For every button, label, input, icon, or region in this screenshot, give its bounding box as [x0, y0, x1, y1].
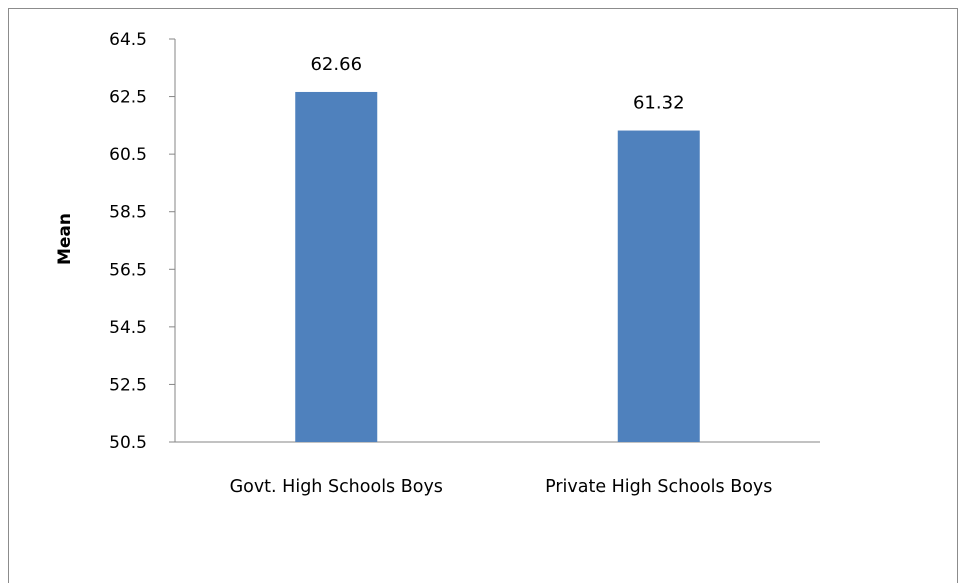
- y-tick-label: 58.5: [109, 203, 147, 223]
- y-axis-title: Mean: [55, 213, 75, 265]
- bar-data-label: 62.66: [310, 54, 362, 75]
- y-tick-label: 54.5: [109, 318, 147, 338]
- chart-frame: [8, 8, 958, 583]
- bars: [295, 91, 700, 443]
- bar-data-label: 61.32: [633, 93, 685, 114]
- x-category-label: Private High Schools Boys: [545, 477, 772, 497]
- y-tick-label: 64.5: [109, 30, 147, 50]
- y-tick-label: 52.5: [109, 375, 147, 395]
- data-labels: 62.66 61.32: [310, 54, 684, 114]
- x-axis: Govt. High Schools Boys Private High Scho…: [175, 441, 820, 497]
- y-tick-label: 60.5: [109, 145, 147, 165]
- y-tick-label: 56.5: [109, 260, 147, 280]
- bar: [617, 130, 700, 442]
- y-tick-label: 62.5: [109, 88, 147, 108]
- bar: [295, 91, 378, 443]
- x-category-label: Govt. High Schools Boys: [230, 477, 443, 497]
- y-axis: 50.5 52.5 54.5 56.5 58.5 60.5 62.5 64.5: [109, 30, 176, 453]
- y-tick-label: 50.5: [109, 433, 147, 453]
